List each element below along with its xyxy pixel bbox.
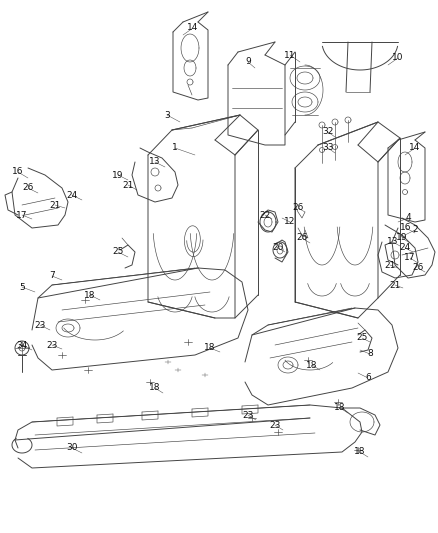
Text: 19: 19 xyxy=(396,233,408,243)
Text: 23: 23 xyxy=(46,341,58,350)
Text: 21: 21 xyxy=(384,261,396,270)
Text: 17: 17 xyxy=(404,254,416,262)
Text: 30: 30 xyxy=(66,443,78,453)
Text: 1: 1 xyxy=(172,143,178,152)
Text: 18: 18 xyxy=(306,360,318,369)
Text: 14: 14 xyxy=(187,23,199,33)
Text: 21: 21 xyxy=(389,280,401,289)
Text: 21: 21 xyxy=(49,200,61,209)
Text: 25: 25 xyxy=(356,334,367,343)
Text: 5: 5 xyxy=(19,282,25,292)
Text: 33: 33 xyxy=(322,143,334,152)
Text: 26: 26 xyxy=(412,263,424,272)
Text: 10: 10 xyxy=(392,53,404,62)
Text: 2: 2 xyxy=(412,225,418,235)
Text: 32: 32 xyxy=(322,127,334,136)
Text: 25: 25 xyxy=(112,247,124,256)
Text: 18: 18 xyxy=(149,384,161,392)
Text: 24: 24 xyxy=(399,244,411,253)
Text: 26: 26 xyxy=(22,183,34,192)
Text: 24: 24 xyxy=(67,190,78,199)
Text: 34: 34 xyxy=(16,341,28,350)
Text: 18: 18 xyxy=(84,290,96,300)
Text: 26: 26 xyxy=(297,233,307,243)
Text: 7: 7 xyxy=(49,271,55,280)
Text: 18: 18 xyxy=(204,343,216,352)
Text: 12: 12 xyxy=(284,217,296,227)
Text: 3: 3 xyxy=(164,110,170,119)
Text: 18: 18 xyxy=(334,403,346,413)
Text: 6: 6 xyxy=(365,374,371,383)
Text: 22: 22 xyxy=(259,211,271,220)
Text: 8: 8 xyxy=(367,350,373,359)
Text: 4: 4 xyxy=(405,214,411,222)
Text: 16: 16 xyxy=(400,223,412,232)
Text: 18: 18 xyxy=(354,448,366,456)
Text: 23: 23 xyxy=(242,410,254,419)
Text: 21: 21 xyxy=(122,181,134,190)
Text: 17: 17 xyxy=(16,211,28,220)
Text: 19: 19 xyxy=(112,171,124,180)
Text: 26: 26 xyxy=(292,204,304,213)
Text: 13: 13 xyxy=(149,157,161,166)
Text: 9: 9 xyxy=(245,58,251,67)
Text: 23: 23 xyxy=(269,421,281,430)
Text: 20: 20 xyxy=(272,244,284,253)
Text: 13: 13 xyxy=(387,238,399,246)
Text: 23: 23 xyxy=(34,320,46,329)
Text: 16: 16 xyxy=(12,167,24,176)
Text: 11: 11 xyxy=(284,51,296,60)
Text: 14: 14 xyxy=(410,143,420,152)
